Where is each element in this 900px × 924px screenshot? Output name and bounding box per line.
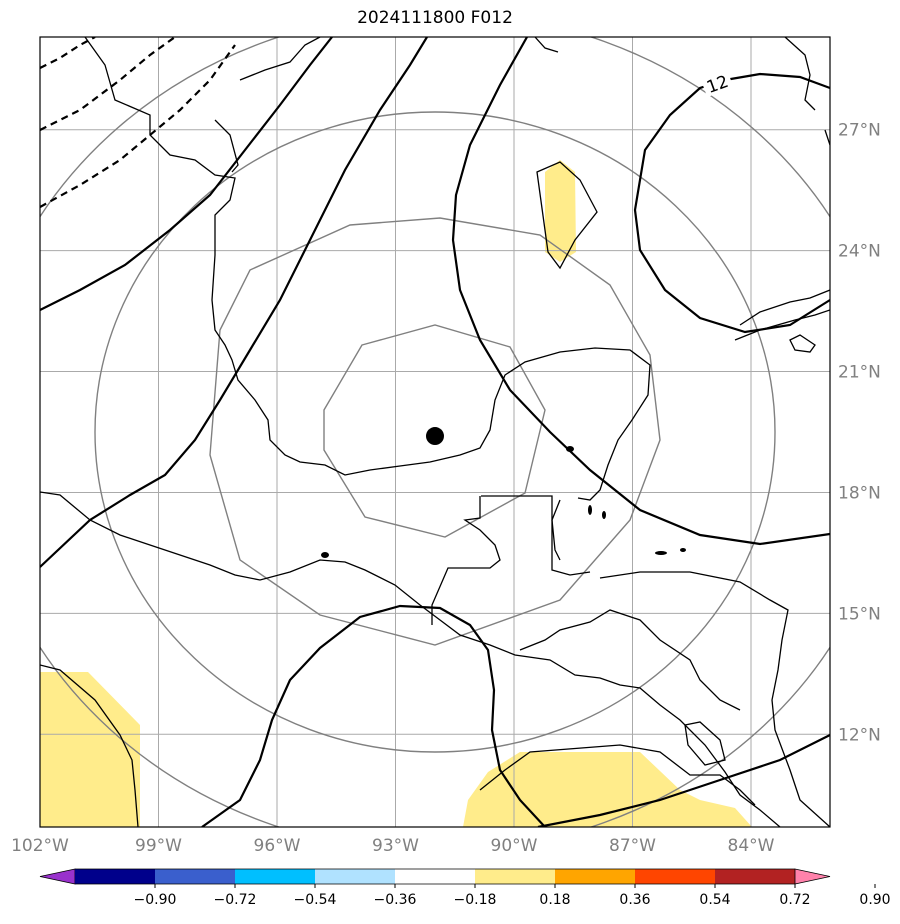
contour-lines [40,37,830,827]
colorbar-swatch [155,869,236,884]
lat-tick-label: 21°N [838,363,881,383]
colorbar-swatch [75,869,156,884]
lon-tick-label: 96°W [254,836,301,856]
lat-tick-label: 15°N [838,604,881,624]
lon-tick-label: 93°W [372,836,419,856]
chart-title: 2024111800 F012 [357,8,513,28]
lon-tick-label: 99°W [135,836,182,856]
lon-tick-label: 87°W [609,836,656,856]
colorbar-tick-label: −0.72 [214,892,257,908]
colorbar-tick-label: 0.90 [859,892,890,908]
contour-label: 12 [700,68,734,98]
colorbar-extend-max [794,868,831,885]
colorbar-frame [75,868,795,885]
colorbar-swatch [555,869,636,884]
lon-tick-label: 84°W [728,836,775,856]
colorbar-swatch [235,869,316,884]
shade-region-south [463,752,752,827]
latitude-tick-labels: 12°N 15°N 18°N 21°N 24°N 27°N [838,121,881,746]
lat-tick-label: 12°N [838,725,881,745]
lat-tick-label: 27°N [838,121,881,141]
colorbar-tick-label: −0.54 [294,892,337,908]
longitude-tick-labels: 102°W 99°W 96°W 93°W 90°W 87°W 84°W [11,836,775,856]
shade-region-north [545,160,576,262]
colorbar-tick-label: 0.36 [619,892,650,908]
colorbar-extend-min [39,868,76,885]
range-rings [40,37,830,827]
colorbar-swatch [715,869,796,884]
colorbar-swatch [475,869,556,884]
lat-tick-label: 24°N [838,242,881,262]
lat-tick-label: 18°N [838,483,881,503]
coastlines [40,37,830,827]
colorbar-swatch [315,869,396,884]
colorbar-tick-label: −0.90 [134,892,177,908]
grid-lines [40,37,830,827]
shade-region-west [40,672,140,827]
islands [321,446,686,558]
colorbar-swatch [635,869,716,884]
storm-center-marker [426,427,444,446]
colorbar-tick-label: −0.18 [454,892,497,908]
colorbar-tick-label: 0.72 [779,892,810,908]
lon-tick-label: 102°W [11,836,69,856]
colorbar-tick-label: −0.36 [374,892,417,908]
colorbar-swatch [395,869,476,884]
map-frame [39,36,831,828]
colorbar-tick-label: 0.18 [539,892,570,908]
colorbar: −0.90 −0.72 −0.54 −0.36 −0.18 0.18 0.36 0.54 0.7… [39,868,891,908]
colorbar-tick-label: 0.54 [699,892,730,908]
lon-tick-label: 90°W [491,836,538,856]
